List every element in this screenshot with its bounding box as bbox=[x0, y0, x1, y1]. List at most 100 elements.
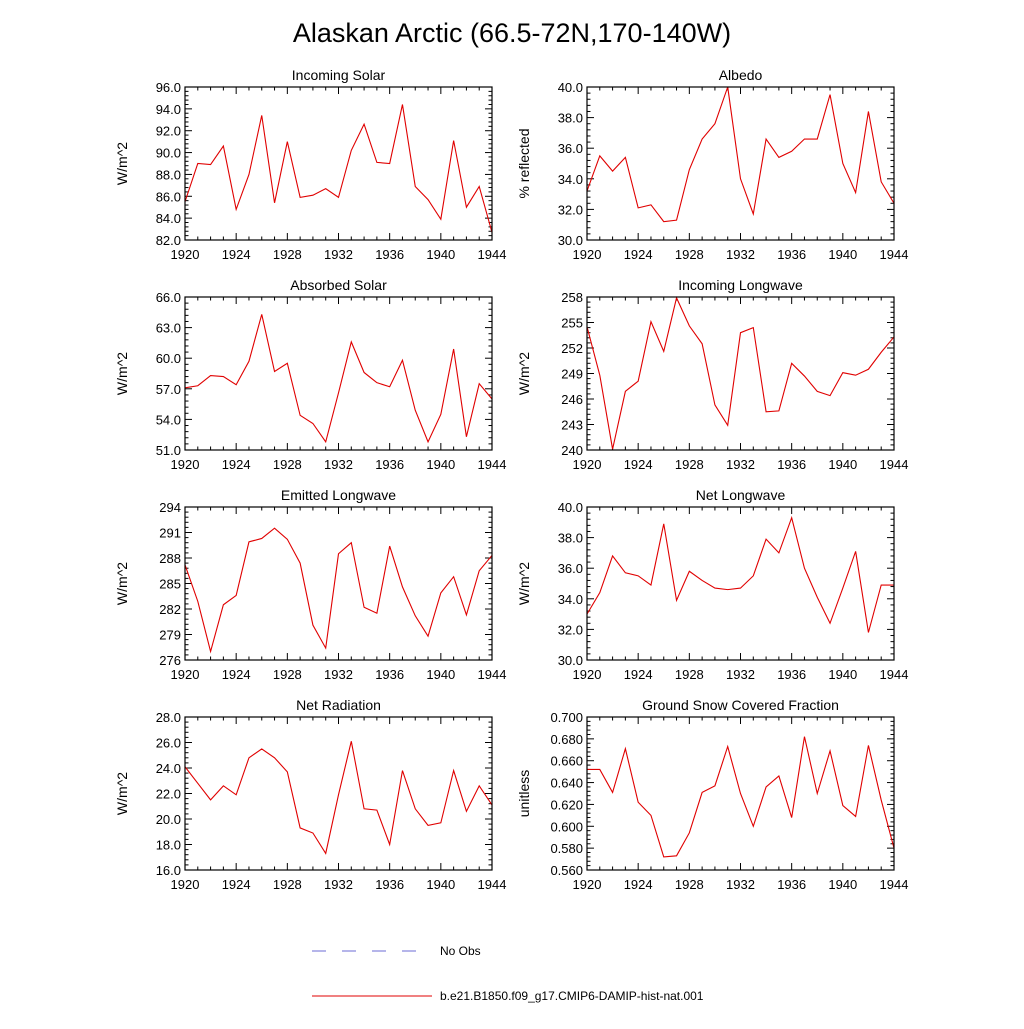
legend-model-label: b.e21.B1850.f09_g17.CMIP6-DAMIP-hist-nat… bbox=[440, 989, 704, 1003]
y-axis-label: W/m^2 bbox=[516, 562, 532, 605]
y-tick-label: 22.0 bbox=[156, 787, 181, 802]
x-tick-label: 1924 bbox=[624, 667, 653, 682]
series-line bbox=[184, 104, 493, 233]
plot-frame bbox=[586, 296, 895, 451]
plot-frame bbox=[184, 86, 493, 241]
x-tick-label: 1920 bbox=[171, 877, 200, 892]
x-tick-label: 1944 bbox=[880, 667, 909, 682]
y-tick-label: 84.0 bbox=[156, 211, 181, 226]
x-tick-label: 1936 bbox=[777, 247, 806, 262]
x-tick-label: 1924 bbox=[624, 457, 653, 472]
panel-7: Ground Snow Covered Fraction unitless 1920… bbox=[516, 697, 908, 892]
y-axis-label: W/m^2 bbox=[114, 142, 130, 185]
x-tick-label: 1936 bbox=[375, 247, 404, 262]
x-tick-label: 1940 bbox=[426, 667, 455, 682]
y-tick-label: 252 bbox=[561, 341, 583, 356]
x-tick-label: 1928 bbox=[675, 247, 704, 262]
panel-1: Albedo % reflected 1920 1924 1928 1932 1936 194… bbox=[516, 67, 908, 262]
x-tick-label: 1932 bbox=[324, 247, 353, 262]
series-line bbox=[184, 741, 493, 855]
x-tick-label: 1932 bbox=[726, 877, 755, 892]
y-axis-label: W/m^2 bbox=[114, 562, 130, 605]
y-tick-label: 0.560 bbox=[550, 863, 583, 878]
y-tick-label: 82.0 bbox=[156, 233, 181, 248]
y-tick-label: 282 bbox=[159, 602, 181, 617]
y-tick-label: 249 bbox=[561, 367, 583, 382]
y-tick-label: 288 bbox=[159, 551, 181, 566]
x-tick-label: 1932 bbox=[726, 667, 755, 682]
x-tick-label: 1944 bbox=[880, 877, 909, 892]
figure-title: Alaskan Arctic (66.5-72N,170-140W) bbox=[293, 18, 731, 48]
x-tick-label: 1928 bbox=[273, 667, 302, 682]
x-tick-label: 1940 bbox=[828, 667, 857, 682]
x-tick-label: 1936 bbox=[777, 457, 806, 472]
y-tick-label: 40.0 bbox=[558, 80, 583, 95]
y-tick-label: 294 bbox=[159, 500, 181, 515]
y-tick-label: 28.0 bbox=[156, 710, 181, 725]
plot-frame bbox=[586, 506, 895, 661]
y-tick-label: 0.700 bbox=[550, 710, 583, 725]
y-tick-label: 66.0 bbox=[156, 290, 181, 305]
y-tick-label: 18.0 bbox=[156, 838, 181, 853]
x-tick-label: 1944 bbox=[880, 457, 909, 472]
y-tick-label: 0.680 bbox=[550, 732, 583, 747]
x-tick-label: 1940 bbox=[426, 877, 455, 892]
y-tick-label: 34.0 bbox=[558, 592, 583, 607]
y-axis-label: W/m^2 bbox=[114, 352, 130, 395]
panel-0: Incoming Solar W/m^2 1920 1924 1928 1932 1936 1… bbox=[114, 67, 506, 262]
x-tick-label: 1936 bbox=[777, 667, 806, 682]
y-axis-label: W/m^2 bbox=[114, 772, 130, 815]
x-tick-label: 1936 bbox=[375, 667, 404, 682]
y-tick-label: 57.0 bbox=[156, 382, 181, 397]
panel-title: Net Radiation bbox=[296, 697, 381, 713]
series-line bbox=[586, 86, 895, 223]
x-tick-label: 1944 bbox=[478, 247, 507, 262]
x-tick-label: 1944 bbox=[478, 667, 507, 682]
y-tick-label: 54.0 bbox=[156, 412, 181, 427]
panel-title: Emitted Longwave bbox=[281, 487, 396, 503]
panel-title: Absorbed Solar bbox=[290, 277, 387, 293]
x-tick-label: 1920 bbox=[171, 457, 200, 472]
y-tick-label: 0.620 bbox=[550, 797, 583, 812]
x-tick-label: 1932 bbox=[726, 457, 755, 472]
y-tick-label: 0.580 bbox=[550, 841, 583, 856]
y-tick-label: 243 bbox=[561, 418, 583, 433]
y-tick-label: 24.0 bbox=[156, 761, 181, 776]
panel-title: Ground Snow Covered Fraction bbox=[642, 697, 839, 713]
y-tick-label: 63.0 bbox=[156, 321, 181, 336]
x-tick-label: 1924 bbox=[222, 457, 251, 472]
x-tick-label: 1920 bbox=[171, 667, 200, 682]
y-tick-label: 88.0 bbox=[156, 167, 181, 182]
y-tick-label: 30.0 bbox=[558, 233, 583, 248]
y-tick-label: 86.0 bbox=[156, 189, 181, 204]
x-tick-label: 1924 bbox=[624, 247, 653, 262]
x-tick-label: 1928 bbox=[675, 877, 704, 892]
y-tick-label: 34.0 bbox=[558, 172, 583, 187]
y-tick-label: 96.0 bbox=[156, 80, 181, 95]
x-tick-label: 1924 bbox=[222, 247, 251, 262]
y-tick-label: 16.0 bbox=[156, 863, 181, 878]
y-axis-label: unitless bbox=[516, 770, 532, 817]
x-tick-label: 1940 bbox=[426, 247, 455, 262]
x-tick-label: 1940 bbox=[828, 457, 857, 472]
x-tick-label: 1924 bbox=[222, 667, 251, 682]
x-tick-label: 1932 bbox=[324, 877, 353, 892]
y-axis-label: W/m^2 bbox=[516, 352, 532, 395]
x-tick-label: 1936 bbox=[375, 877, 404, 892]
panel-5: Net Longwave W/m^2 1920 1924 1928 1932 1936 194… bbox=[516, 487, 908, 682]
x-tick-label: 1928 bbox=[273, 247, 302, 262]
x-tick-label: 1920 bbox=[573, 247, 602, 262]
series-line bbox=[586, 296, 895, 450]
x-tick-label: 1928 bbox=[273, 877, 302, 892]
y-tick-label: 246 bbox=[561, 392, 583, 407]
series-line bbox=[586, 515, 894, 633]
y-tick-label: 0.660 bbox=[550, 754, 583, 769]
y-tick-label: 0.640 bbox=[550, 776, 583, 791]
panel-6: Net Radiation W/m^2 1920 1924 1928 1932 1936 19… bbox=[114, 697, 506, 892]
y-tick-label: 36.0 bbox=[558, 141, 583, 156]
y-tick-label: 32.0 bbox=[558, 202, 583, 217]
y-tick-label: 258 bbox=[561, 290, 583, 305]
panel-title: Incoming Solar bbox=[292, 67, 386, 83]
